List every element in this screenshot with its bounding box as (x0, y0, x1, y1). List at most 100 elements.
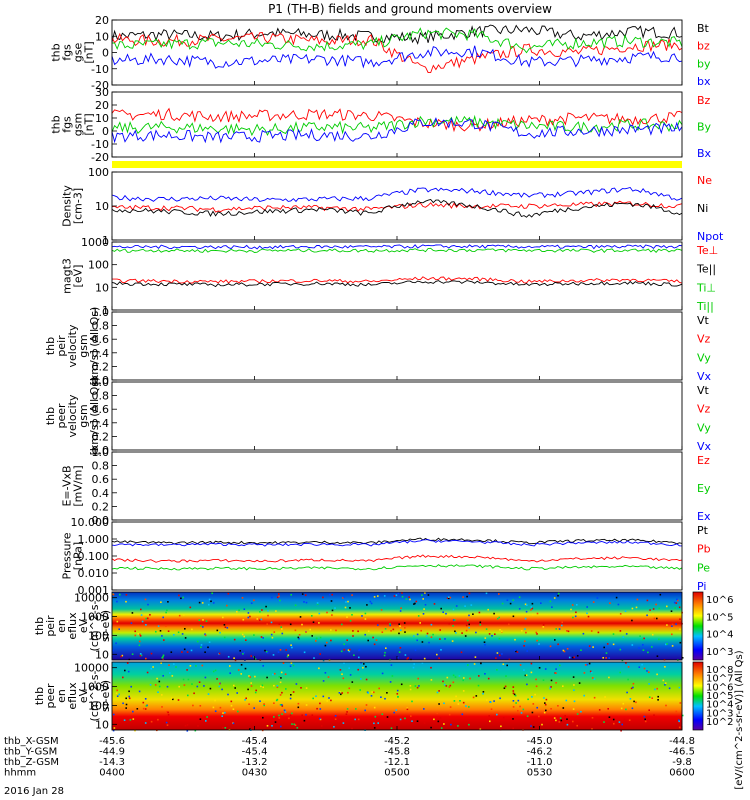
spectrogram-pixel (501, 630, 503, 633)
spectrogram-pixel (389, 623, 391, 625)
y-tick-label: 0.0 (92, 514, 110, 527)
spectrogram-pixel (422, 598, 424, 600)
spectrogram-pixel (524, 640, 526, 642)
spectrogram-pixel (576, 655, 579, 657)
spectrogram-pixel (671, 623, 674, 626)
spectrogram-pixel (606, 643, 609, 645)
series-line-3 (112, 276, 683, 284)
spectrogram-pixel (221, 688, 223, 691)
spectrogram-pixel (453, 619, 456, 621)
y-label-line: [km/s] (All Qs) (88, 377, 101, 456)
spectrogram-pixel (580, 649, 582, 651)
spectrogram-pixel (279, 694, 282, 696)
spectrogram-pixel (608, 716, 611, 718)
spectrogram-pixel (357, 668, 359, 671)
spectrogram-pixel (118, 628, 120, 630)
spectrogram-pixel (194, 729, 197, 732)
spectrogram-pixel (291, 712, 293, 715)
spectrogram-pixel (673, 601, 676, 604)
spectrogram-pixel (401, 592, 403, 594)
spectrogram-pixel (544, 702, 546, 704)
spectrogram-pixel (542, 626, 545, 628)
spectrogram-pixel (279, 704, 282, 706)
spectrogram-pixel (144, 598, 147, 601)
y-tick-label: 0.2 (92, 360, 110, 373)
spectrogram-pixel (149, 684, 152, 686)
spectrogram-pixel (348, 650, 351, 653)
spectrogram-pixel (619, 630, 622, 632)
spectrogram-pixel (375, 639, 378, 641)
spectrogram-pixel (297, 636, 300, 639)
spectrogram-pixel (651, 633, 654, 636)
spectrogram-pixel (430, 623, 433, 626)
spectrogram-pixel (278, 714, 280, 717)
spectrogram-pixel (555, 682, 557, 684)
spectrogram-pixel (172, 698, 174, 701)
spectrogram-pixel (622, 636, 625, 638)
spectrogram-pixel (406, 707, 409, 710)
y-label-line: Density (61, 185, 74, 227)
spectrogram-pixel (445, 685, 448, 687)
spectrogram-pixel (365, 665, 367, 668)
series-line-2 (111, 114, 683, 137)
spectrogram-pixel (322, 680, 325, 682)
spectrogram-pixel (503, 687, 506, 689)
spectrogram-pixel (305, 631, 307, 633)
spectrogram-pixel (531, 602, 534, 605)
spectrogram-pixel (305, 713, 307, 716)
spectrogram-pixel (538, 667, 541, 669)
spectrogram-pixel (244, 667, 247, 670)
spectrogram-pixel (414, 602, 416, 605)
spectrogram-pixel (203, 685, 205, 687)
spectrogram-pixel (226, 604, 228, 607)
y-label-line: sr-eV) (99, 680, 112, 712)
y-tick-label: 1 (102, 304, 109, 317)
spectrogram-pixel (125, 697, 127, 700)
spectrogram-pixel (219, 706, 222, 709)
spectrogram-pixel (643, 637, 645, 640)
spectrogram-pixel (313, 657, 315, 659)
legend-entry: Pe (697, 561, 710, 574)
spectrogram-pixel (227, 592, 230, 595)
spectrogram-pixel (140, 614, 143, 616)
spectrogram-pixel (319, 708, 322, 710)
spectrogram-pixel (445, 612, 447, 615)
spectrogram-pixel (227, 693, 229, 696)
spectrogram-pixel (619, 648, 622, 651)
spectrogram-pixel (222, 616, 224, 619)
spectrogram-pixel (391, 675, 394, 677)
y-tick-label: 0.2 (92, 500, 110, 513)
spectrogram-pixel (266, 725, 269, 727)
spectrogram-pixel (115, 642, 117, 645)
ephemeris-label: thb_X-GSM (4, 736, 59, 747)
spectrogram-pixel (424, 604, 427, 606)
spectrogram-pixel (201, 664, 204, 667)
spectrogram-pixel (189, 606, 192, 609)
spectrogram-pixel (572, 616, 574, 619)
y-label-line: thb (50, 43, 63, 61)
y-tick-label: 100 (88, 166, 109, 179)
spectrogram-pixel (182, 596, 184, 599)
spectrogram-pixel (189, 665, 192, 667)
spectrogram-pixel (494, 633, 496, 635)
spectrogram-pixel (438, 657, 440, 659)
colorbar-tick-label: 10^2 (706, 717, 733, 728)
spectrogram-pixel (613, 722, 615, 725)
spectrogram-pixel (289, 697, 292, 700)
spectrogram-pixel (401, 595, 404, 598)
spectrogram-pixel (397, 696, 399, 698)
spectrogram-pixel (644, 718, 646, 721)
spectrogram-pixel (312, 621, 315, 623)
spectrogram-pixel (396, 689, 399, 692)
legend-entry: Vt (697, 314, 710, 327)
y-tick-label: 0 (102, 47, 109, 60)
spectrogram-pixel (383, 654, 386, 657)
spectrogram-pixel (222, 712, 224, 714)
spectrogram-pixel (181, 633, 184, 635)
spectrogram-pixel (666, 624, 668, 626)
spectrogram-pixel (334, 718, 337, 720)
spectrogram-pixel (622, 702, 625, 705)
spectrogram-image (112, 592, 682, 660)
spectrogram-pixel (459, 700, 461, 702)
